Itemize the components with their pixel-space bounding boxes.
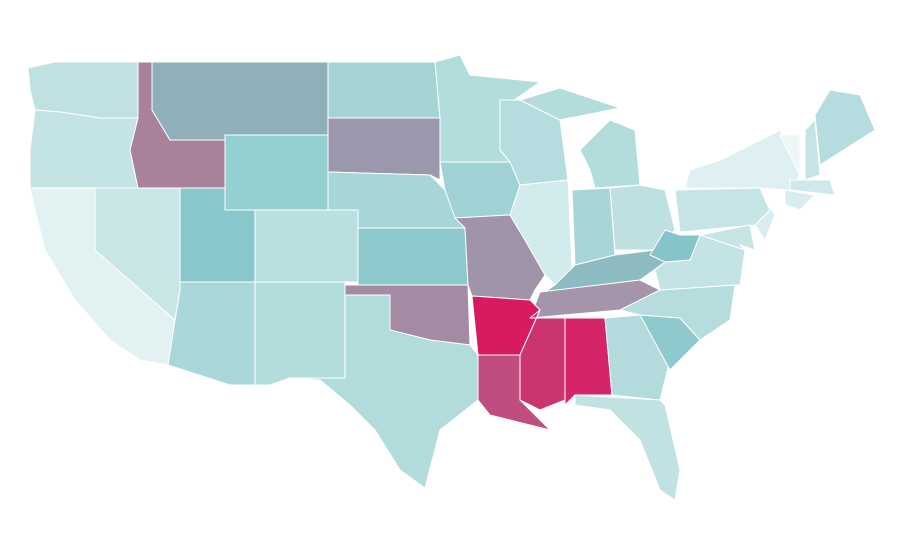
state (439, 161, 521, 219)
state (29, 109, 139, 189)
state (254, 209, 359, 283)
state (289, 294, 479, 489)
state (609, 184, 676, 251)
state (357, 227, 469, 286)
state (574, 394, 681, 501)
state (579, 119, 641, 189)
state (571, 187, 616, 266)
state (814, 89, 876, 166)
state (27, 61, 139, 119)
state (519, 87, 621, 121)
state (254, 281, 346, 386)
state (754, 199, 776, 241)
state (151, 61, 329, 141)
state (327, 117, 441, 181)
state (509, 179, 573, 286)
state (167, 281, 256, 386)
state (564, 317, 613, 406)
state (224, 134, 329, 211)
state (784, 189, 816, 211)
state (327, 61, 441, 119)
state (779, 134, 801, 176)
state (804, 119, 821, 181)
state (789, 179, 836, 196)
state (699, 224, 756, 251)
